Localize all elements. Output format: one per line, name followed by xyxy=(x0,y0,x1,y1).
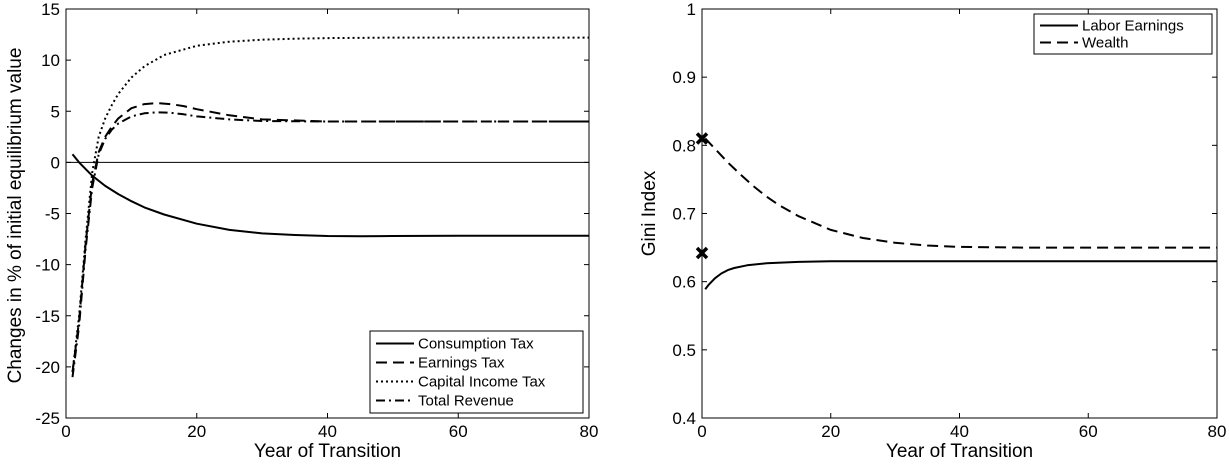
left-panel-tax-revenue-chart: 0 20 40 60 80 15 10 5 0 -5 -10 -15 -20 -25 Year of Tra… xyxy=(5,0,598,462)
legend-label-wealth: Wealth xyxy=(1082,35,1128,52)
x-tick-label: 80 xyxy=(580,422,599,441)
y-tick-label: 0.9 xyxy=(672,68,696,87)
legend-label-consumption-tax: Consumption Tax xyxy=(418,336,534,353)
x-tick-label: 40 xyxy=(950,422,969,441)
series-line-labor-earnings xyxy=(704,260,1217,290)
x-axis-label: Year of Transition xyxy=(886,441,1033,462)
y-tick-label: 15 xyxy=(41,0,60,19)
y-tick-label: 0 xyxy=(51,153,60,172)
x-tick-label: 20 xyxy=(821,422,840,441)
y-tick-label: 0.7 xyxy=(672,205,696,224)
legend: Consumption Tax Earnings Tax Capital Incom… xyxy=(369,330,584,414)
y-tick-label: 0.4 xyxy=(672,409,696,428)
series-line-capital-income-tax xyxy=(71,36,589,373)
x-tick-label: 60 xyxy=(1079,422,1098,441)
y-tick-label: -5 xyxy=(45,205,60,224)
y-tick-label: 0.8 xyxy=(672,136,696,155)
y-tick-label: 1 xyxy=(687,0,696,19)
marker-stroke xyxy=(695,246,709,260)
series-line-wealth xyxy=(704,137,1217,249)
plot-frame xyxy=(701,8,1218,419)
y-tick-label: -20 xyxy=(35,358,60,377)
y-tick-label: -15 xyxy=(35,307,60,326)
x-tick-label: 0 xyxy=(61,422,70,441)
x-tick-label: 20 xyxy=(187,422,206,441)
y-axis-label: Changes in % of initial equilibrium valu… xyxy=(5,48,26,384)
y-tick-label: 0.6 xyxy=(672,273,696,292)
legend-label-capital-income-tax: Capital Income Tax xyxy=(418,374,546,391)
x-tick-label: 80 xyxy=(1208,422,1227,441)
x-axis-label: Year of Transition xyxy=(254,441,401,462)
marker-stroke xyxy=(695,132,709,145)
y-tick-label: -25 xyxy=(35,409,60,428)
legend-box xyxy=(369,330,584,414)
y-axis-label: Gini Index xyxy=(639,170,660,256)
y-tick-label: 10 xyxy=(41,51,60,70)
legend-box xyxy=(1033,13,1213,55)
legend-label-total-revenue: Total Revenue xyxy=(418,393,514,410)
x-tick-label: 40 xyxy=(318,422,337,441)
y-tick-label: 0.5 xyxy=(672,341,696,360)
legend-label-labor-earnings: Labor Earnings xyxy=(1082,18,1184,35)
right-panel-gini-index-chart: 0 20 40 60 80 1 0.9 0.8 0.7 0.6 0.5 0.4 Year of Tran… xyxy=(639,0,1226,462)
x-tick-label: 0 xyxy=(697,422,706,441)
series-line-consumption-tax xyxy=(71,153,589,238)
y-tick-label: -10 xyxy=(35,256,60,275)
series-line-total-revenue xyxy=(71,111,589,378)
marker-initial-earnings-gini xyxy=(695,246,709,260)
y-tick-label: 5 xyxy=(51,102,60,121)
x-tick-label: 60 xyxy=(449,422,468,441)
marker-initial-wealth-gini xyxy=(695,132,709,145)
legend-label-earnings-tax: Earnings Tax xyxy=(418,355,505,372)
